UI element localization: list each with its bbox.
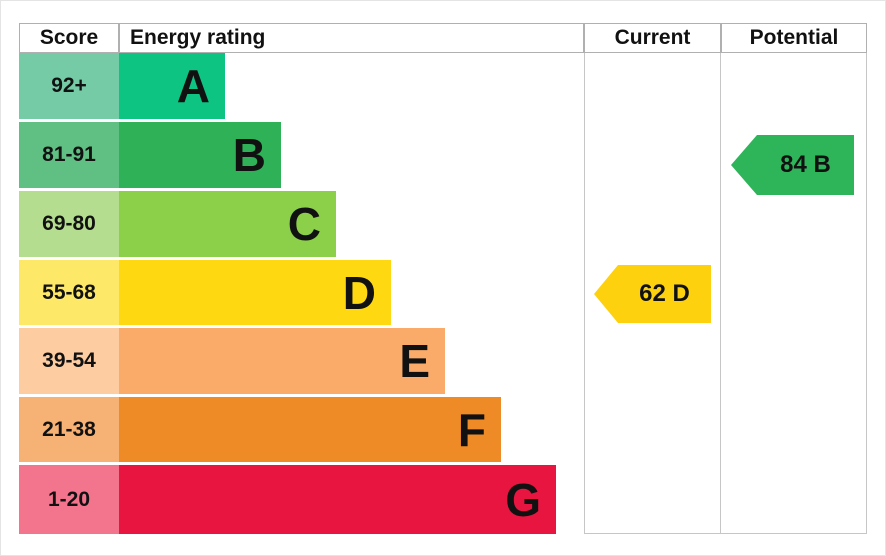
potential-column — [721, 53, 867, 534]
rating-bar-a: A — [119, 53, 225, 119]
rating-bar-d: D — [119, 260, 391, 325]
energy-rating-column-header: Energy rating — [119, 23, 584, 53]
score-cell-b: 81-91 — [19, 122, 119, 188]
score-column-header: Score — [19, 23, 119, 53]
score-cell-a: 92+ — [19, 53, 119, 119]
potential-rating-label: 84 B — [780, 151, 831, 178]
score-cell-c: 69-80 — [19, 191, 119, 257]
potential-rating-arrow: 84 B — [731, 135, 854, 195]
current-column-header: Current — [584, 23, 721, 53]
rating-bar-c: C — [119, 191, 336, 257]
score-cell-e: 39-54 — [19, 328, 119, 394]
rating-bar-g: G — [119, 465, 556, 534]
rating-bar-b: B — [119, 122, 281, 188]
rating-bar-f: F — [119, 397, 501, 462]
current-rating-label: 62 D — [639, 280, 690, 307]
score-cell-d: 55-68 — [19, 260, 119, 325]
potential-column-header: Potential — [721, 23, 867, 53]
score-cell-g: 1-20 — [19, 465, 119, 534]
score-cell-f: 21-38 — [19, 397, 119, 462]
current-rating-arrow: 62 D — [594, 265, 711, 323]
current-column — [584, 53, 721, 534]
rating-bar-e: E — [119, 328, 445, 394]
